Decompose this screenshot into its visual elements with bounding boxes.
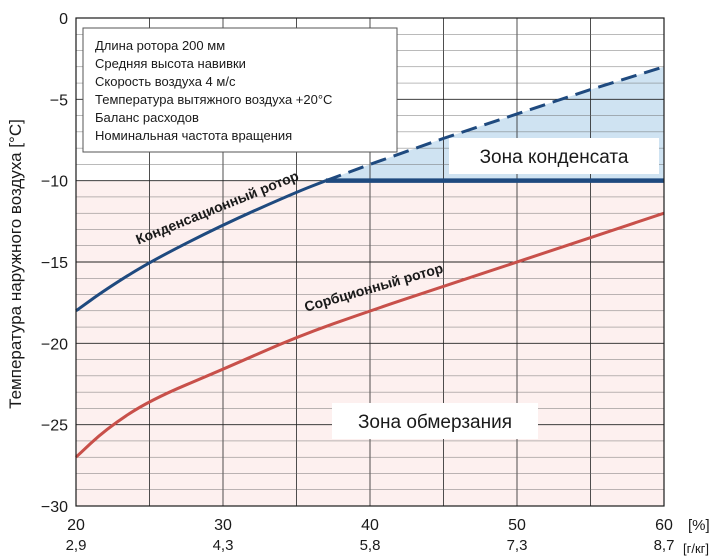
freezing-zone-label-bg — [332, 403, 538, 439]
legend-box — [82, 27, 398, 153]
x-unit-label: [%] — [688, 517, 710, 534]
legend-line: Длина ротора 200 мм — [95, 38, 225, 53]
plot-frame — [75, 17, 665, 507]
y-tick-labels: 0 −5 −10 −15 −20 −25 −30 — [41, 11, 68, 516]
condensate-zone-label: Зона конденсата — [480, 147, 629, 168]
x-tick-label-secondary: 8,7 — [654, 537, 675, 554]
y-tick-label: −15 — [41, 255, 68, 272]
x-tick-label-secondary: 2,9 — [66, 537, 87, 554]
x-tick-label: 50 — [508, 517, 526, 534]
condensate-zone-label-bg — [449, 138, 659, 174]
y-tick-label: −25 — [41, 418, 68, 435]
y-tick-label: −10 — [41, 174, 68, 191]
condensation-rotor-line — [75, 179, 327, 313]
freezing-zone-label: Зона обмерзания — [358, 412, 512, 433]
sorption-rotor-line — [74, 211, 665, 459]
y-tick-label: −30 — [41, 499, 68, 516]
x-tick-label-secondary: 7,3 — [507, 537, 528, 554]
x-tick-label: 30 — [214, 517, 232, 534]
legend-line: Номинальная частота вращения — [95, 128, 292, 143]
condensation-rotor-dashed-line — [325, 65, 665, 183]
x-tick-label-secondary: 4,3 — [213, 537, 234, 554]
legend-line: Температура вытяжного воздуха +20°C — [95, 92, 332, 107]
legend-line: Скорость воздуха 4 м/с — [95, 74, 236, 89]
legend-line: Средняя высота навивки — [95, 56, 246, 71]
legend: Длина ротора 200 мм Средняя высота навивк… — [82, 27, 398, 153]
y-tick-label: −20 — [41, 336, 68, 353]
x-tick-label: 20 — [67, 517, 85, 534]
y-tick-label: 0 — [59, 11, 68, 28]
y-axis-label: Температура наружного воздуха [°C] — [6, 119, 25, 409]
x-tick-label-secondary: 5,8 — [360, 537, 381, 554]
freezing-zone-label-group: Зона обмерзания — [332, 403, 538, 439]
x-tick-label: 40 — [361, 517, 379, 534]
y-tick-label: −5 — [50, 92, 68, 109]
legend-line: Баланс расходов — [95, 110, 199, 125]
x-tick-label: 60 — [655, 517, 673, 534]
x-unit-secondary-label: [г/кг] — [683, 541, 709, 556]
series — [74, 65, 665, 459]
x-tick-labels: 20 2,9 30 4,3 40 5,8 50 7,3 60 8,7 — [66, 517, 675, 554]
condensate-zone-label-group: Зона конденсата — [449, 138, 659, 174]
